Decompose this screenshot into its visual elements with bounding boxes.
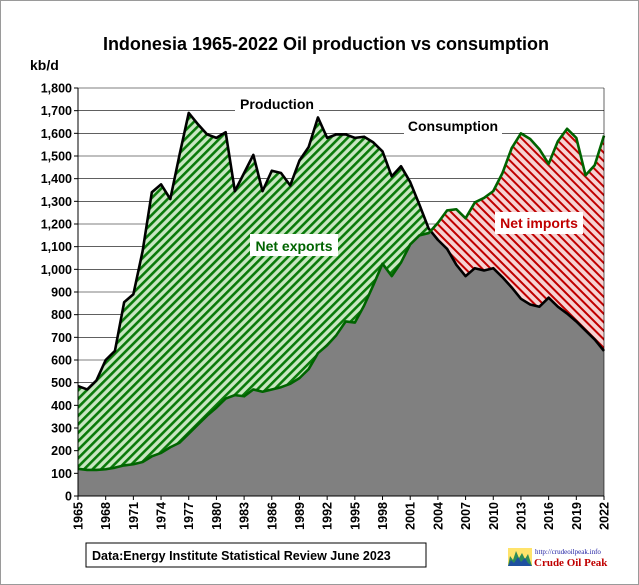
series-line-production — [77, 111, 606, 391]
x-tick-label: 1977 — [182, 502, 196, 530]
y-tick-label: 1,300 — [41, 195, 72, 209]
x-tick-label: 2013 — [514, 502, 528, 530]
y-tick-label: 1,500 — [41, 150, 72, 164]
y-tick-label: 400 — [51, 399, 72, 413]
x-tick-label: 2016 — [542, 502, 556, 530]
x-tick-label: 1998 — [376, 502, 390, 530]
crude-oil-peak-logo: http://crudeoilpeak.info Crude Oil Peak — [508, 548, 608, 569]
y-tick-label: 1,200 — [41, 218, 72, 232]
svg-text:Consumption: Consumption — [408, 118, 498, 134]
x-tick-label: 1965 — [72, 502, 86, 530]
y-tick-label: 200 — [51, 444, 72, 458]
svg-text:Net imports: Net imports — [500, 215, 578, 231]
annotation-production: Production — [235, 92, 319, 114]
annotation-consumption: Consumption — [404, 115, 502, 137]
svg-text:Production: Production — [240, 96, 314, 112]
x-tick-label: 2022 — [598, 502, 612, 530]
svg-text:http://crudeoilpeak.info: http://crudeoilpeak.info — [535, 548, 601, 556]
y-tick-label: 1,000 — [41, 263, 72, 277]
y-tick-label: 900 — [51, 286, 72, 300]
y-axis-unit: kb/d — [30, 57, 59, 73]
source-note: Data:Energy Institute Statistical Review… — [85, 542, 427, 568]
annotation-net-imports: Net imports — [495, 212, 583, 234]
x-tick-label: 1974 — [155, 502, 169, 530]
svg-text:Data:Energy Institute Statisti: Data:Energy Institute Statistical Review… — [92, 549, 391, 563]
x-tick-label: 2004 — [431, 502, 445, 530]
x-tick-label: 2019 — [570, 502, 584, 530]
y-tick-labels: 0 100 200 300 400 500 600 700 800 900 1,000 1,100 1,… — [41, 82, 72, 504]
y-tick-label: 800 — [51, 308, 72, 322]
y-tick-label: 300 — [51, 422, 72, 436]
annotation-net-exports: Net exports — [250, 234, 338, 256]
x-tick-label: 1986 — [265, 502, 279, 530]
series-line-consumption — [77, 127, 606, 472]
area-net-exports — [78, 112, 431, 470]
axes — [74, 87, 605, 500]
x-tick-label: 2001 — [404, 502, 418, 530]
x-tick-label: 2010 — [487, 502, 501, 530]
y-tick-label: 1,700 — [41, 104, 72, 118]
areas — [78, 112, 604, 496]
y-tick-label: 600 — [51, 354, 72, 368]
x-tick-label: 2007 — [459, 502, 473, 530]
x-tick-label: 1980 — [210, 502, 224, 530]
x-tick-label: 1968 — [99, 502, 113, 530]
y-tick-label: 100 — [51, 467, 72, 481]
svg-text:Net exports: Net exports — [255, 238, 332, 254]
y-tick-label: 700 — [51, 331, 72, 345]
chart-title: Indonesia 1965-2022 Oil production vs co… — [103, 34, 549, 54]
y-tick-label: 1,600 — [41, 127, 72, 141]
x-tick-label: 1989 — [293, 502, 307, 530]
x-tick-label: 1995 — [348, 502, 362, 530]
area-net-imports — [430, 128, 604, 351]
svg-text:Crude Oil Peak: Crude Oil Peak — [534, 557, 608, 569]
y-tick-label: 0 — [65, 490, 72, 504]
series-lines — [77, 111, 606, 472]
area-domestic-supply — [78, 230, 604, 496]
y-tick-label: 1,800 — [41, 82, 72, 96]
x-tick-label: 1983 — [238, 502, 252, 530]
x-tick-labels: 1965 1968 1971 1974 1977 1980 1983 1986 1989 1992… — [72, 502, 612, 530]
x-tick-label: 1971 — [127, 502, 141, 530]
y-tick-label: 500 — [51, 376, 72, 390]
y-tick-label: 1,400 — [41, 172, 72, 186]
x-tick-label: 1992 — [321, 502, 335, 530]
y-tick-label: 1,100 — [41, 240, 72, 254]
